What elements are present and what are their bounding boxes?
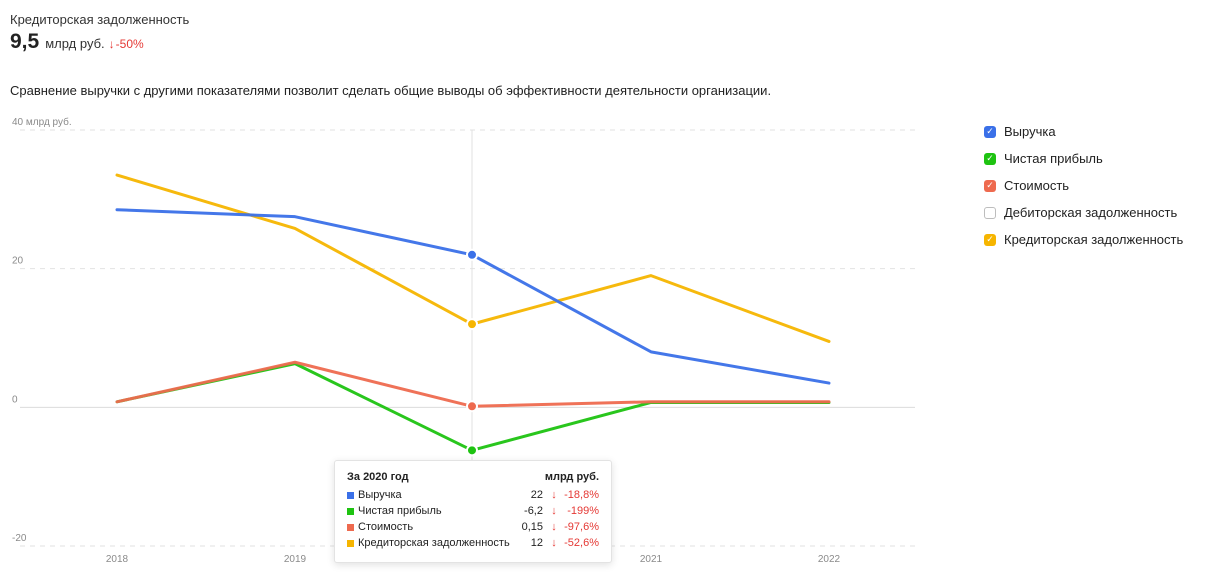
tooltip-series-name: Стоимость [358, 521, 414, 533]
tooltip-unit: млрд руб. [544, 471, 599, 483]
series-swatch [347, 491, 354, 499]
tooltip-value: -6,2 [524, 505, 543, 517]
series-swatch [347, 539, 354, 547]
tooltip-row: Стоимость 0,15 ↓ -97,6% [347, 519, 599, 535]
series-line [115, 208, 831, 385]
checkbox-icon[interactable]: ✓ [984, 179, 996, 192]
down-arrow-icon: ↓ [108, 37, 115, 51]
legend-item-payables[interactable]: ✓ Кредиторская задолженность [984, 226, 1183, 253]
kpi-label: Кредиторская задолженность [10, 12, 190, 27]
legend-label: Чистая прибыль [1004, 151, 1103, 166]
legend-item-cost[interactable]: ✓ Стоимость [984, 172, 1183, 199]
chart-tooltip: За 2020 год млрд руб. Выручка 22 ↓ -18,8… [334, 460, 612, 563]
line-chart: 40 млрд руб. 20 0 -20 2018 2019 2021 2022 [12, 116, 915, 565]
data-point [466, 318, 478, 331]
series-line [115, 360, 831, 408]
tooltip-change: -199% [567, 505, 599, 517]
legend-label: Дебиторская задолженность [1004, 205, 1178, 220]
x-tick-label: 2018 [106, 554, 129, 565]
kpi-unit: млрд руб. [45, 36, 105, 51]
tooltip-change: -18,8% [564, 489, 599, 501]
tooltip-title: За 2020 год [347, 471, 409, 483]
data-point [466, 400, 478, 413]
down-arrow-icon: ↓ [551, 489, 557, 501]
tooltip-row: Выручка 22 ↓ -18,8% [347, 487, 599, 503]
description-text: Сравнение выручки с другими показателями… [10, 83, 772, 98]
checkbox-icon[interactable]: ✓ [984, 233, 996, 246]
tooltip-value: 22 [530, 489, 543, 501]
series-swatch [347, 507, 354, 515]
y-tick-label: 0 [12, 394, 18, 405]
tooltip-change: -97,6% [564, 521, 599, 533]
x-tick-label: 2021 [640, 554, 663, 565]
x-tick-label: 2019 [284, 554, 307, 565]
tooltip-row: Кредиторская задолженность 12 ↓ -52,6% [347, 535, 599, 551]
data-point [466, 444, 478, 457]
tooltip-change: -52,6% [564, 537, 599, 549]
tooltip-series-name: Кредиторская задолженность [358, 537, 510, 549]
tooltip-header: За 2020 год млрд руб. [347, 471, 599, 483]
legend-item-net-profit[interactable]: ✓ Чистая прибыль [984, 145, 1183, 172]
legend-label: Стоимость [1004, 178, 1070, 193]
tooltip-value: 12 [530, 537, 543, 549]
tooltip-row: Чистая прибыль -6,2 ↓ -199% [347, 503, 599, 519]
chart-legend: ✓ Выручка ✓ Чистая прибыль ✓ Стоимость Д… [984, 118, 1183, 253]
down-arrow-icon: ↓ [551, 521, 557, 533]
checkbox-icon[interactable] [984, 206, 996, 219]
tooltip-series-name: Чистая прибыль [358, 505, 442, 517]
down-arrow-icon: ↓ [551, 505, 557, 517]
kpi-summary: 9,5 млрд руб. ↓ -50% [10, 30, 144, 54]
kpi-value: 9,5 [10, 30, 40, 53]
tooltip-series-name: Выручка [358, 489, 402, 501]
legend-item-receivables[interactable]: Дебиторская задолженность [984, 199, 1183, 226]
down-arrow-icon: ↓ [551, 537, 557, 549]
kpi-change: -50% [115, 37, 144, 51]
legend-label: Выручка [1004, 124, 1056, 139]
series-swatch [347, 523, 354, 531]
y-tick-label: 40 млрд руб. [12, 116, 72, 128]
checkbox-icon[interactable]: ✓ [984, 125, 996, 138]
legend-label: Кредиторская задолженность [1004, 232, 1184, 247]
tooltip-value: 0,15 [521, 521, 543, 533]
y-tick-label: 20 [12, 256, 24, 267]
data-point [466, 248, 478, 261]
x-tick-label: 2022 [818, 554, 841, 565]
y-tick-label: -20 [12, 533, 27, 544]
checkbox-icon[interactable]: ✓ [984, 152, 996, 165]
legend-item-revenue[interactable]: ✓ Выручка [984, 118, 1183, 145]
